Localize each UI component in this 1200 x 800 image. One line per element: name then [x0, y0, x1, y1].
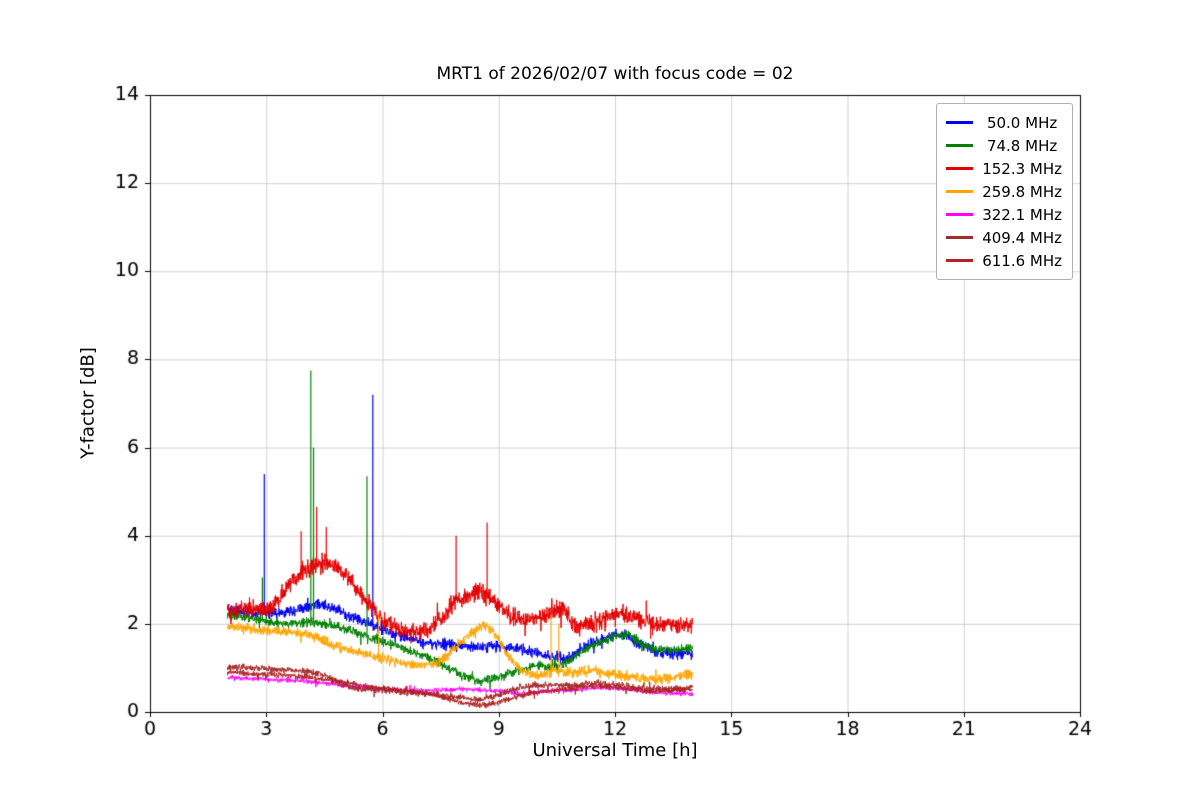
legend-line-swatch — [946, 190, 974, 193]
chart-title: MRT1 of 2026/02/07 with focus code = 02 — [436, 64, 794, 84]
legend-line-swatch — [946, 259, 974, 262]
legend-line-swatch — [946, 236, 974, 239]
legend-item: 409.4 MHz — [946, 226, 1062, 249]
legend-label: 611.6 MHz — [982, 251, 1062, 270]
legend-label: 152.3 MHz — [982, 159, 1062, 178]
legend-label: 74.8 MHz — [982, 136, 1058, 155]
legend-label: 322.1 MHz — [982, 205, 1062, 224]
legend-item: 50.0 MHz — [946, 111, 1062, 134]
legend-label: 409.4 MHz — [982, 228, 1062, 247]
y-axis-label: Y-factor [dB] — [77, 347, 99, 459]
legend: 50.0 MHz 74.8 MHz 152.3 MHz 259.8 MHz 322.1… — [936, 103, 1073, 280]
legend-item: 259.8 MHz — [946, 180, 1062, 203]
legend-item: 322.1 MHz — [946, 203, 1062, 226]
legend-line-swatch — [946, 213, 974, 216]
legend-label: 259.8 MHz — [982, 182, 1062, 201]
legend-item: 74.8 MHz — [946, 134, 1062, 157]
legend-item: 152.3 MHz — [946, 157, 1062, 180]
legend-item: 611.6 MHz — [946, 249, 1062, 272]
x-axis-label: Universal Time [h] — [532, 740, 698, 761]
legend-line-swatch — [946, 167, 974, 170]
legend-label: 50.0 MHz — [982, 113, 1058, 132]
legend-line-swatch — [946, 144, 974, 147]
legend-line-swatch — [946, 121, 974, 124]
